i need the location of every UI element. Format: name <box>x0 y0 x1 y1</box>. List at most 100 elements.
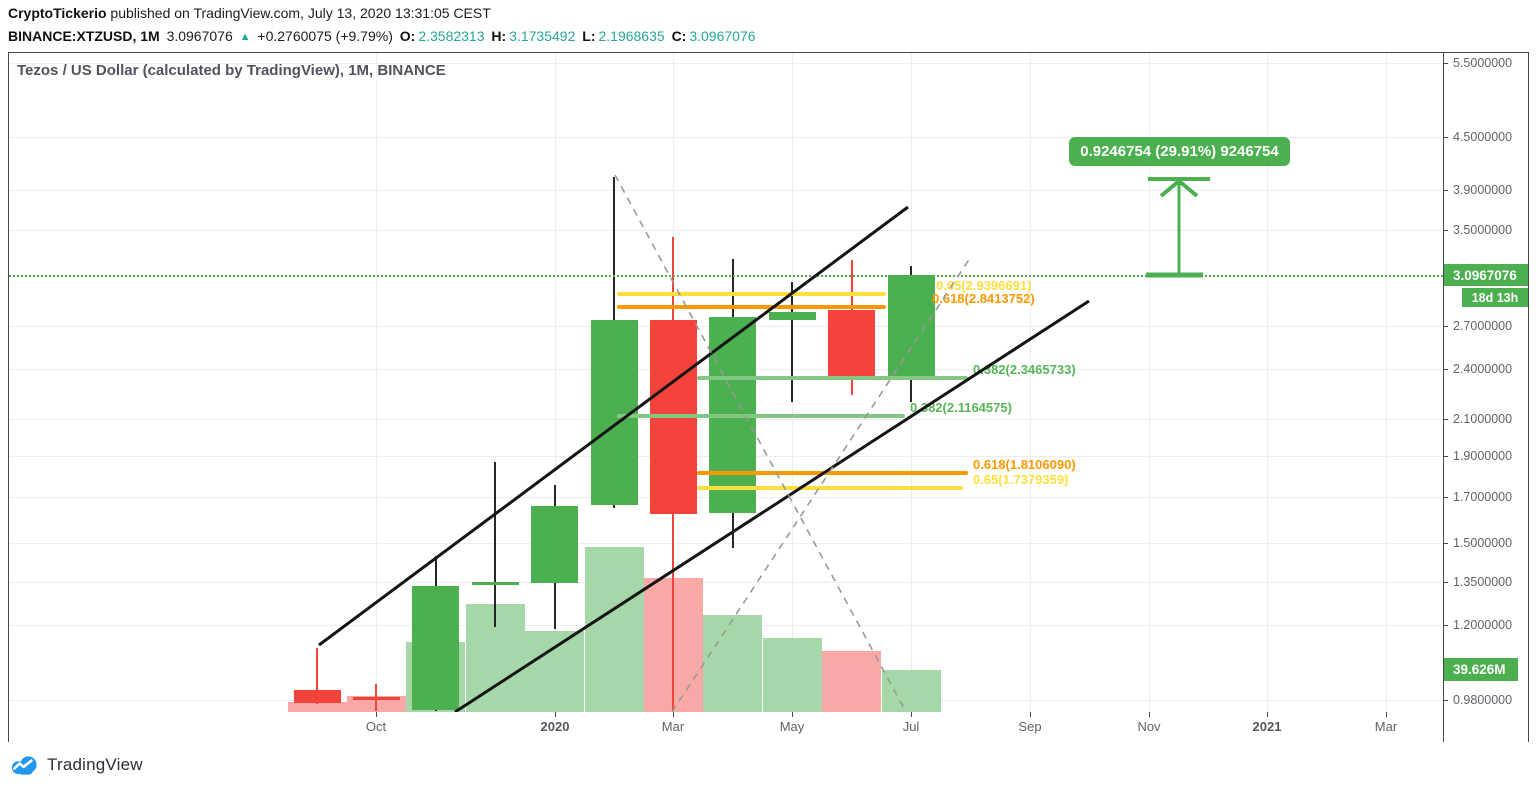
price-tick-dash <box>1443 456 1448 457</box>
price-tick-label: 1.5000000 <box>1453 536 1513 550</box>
up-triangle-icon: ▲ <box>239 31 251 43</box>
volume-bar-apr-2020 <box>703 615 762 712</box>
price-tick-label: 2.7000000 <box>1453 319 1513 333</box>
time-tick-label-mar: Mar <box>661 719 685 734</box>
time-tick-label-oct: Oct <box>365 719 387 734</box>
current-price-badge: 3.0967076 <box>1444 264 1528 286</box>
time-tick-dash <box>555 712 556 717</box>
candle-jan-2020 <box>531 506 578 583</box>
price-tick-label: 3.9000000 <box>1453 183 1513 197</box>
fib-line-0.618(1.8106090)[interactable] <box>697 471 968 475</box>
chart-left-border <box>8 52 9 742</box>
gridline-v <box>1386 53 1387 712</box>
candle-wick <box>791 282 793 402</box>
candle-feb-2020 <box>591 320 638 505</box>
fib-line-0.382(2.3465733)[interactable] <box>697 376 968 380</box>
candle-jun-2020 <box>828 310 875 376</box>
time-tick-label-jul: Jul <box>902 719 920 734</box>
fib-label: 0.618(2.8413752) <box>932 291 1035 306</box>
time-tick-label-mar: Mar <box>1374 719 1398 734</box>
candle-dec-2019 <box>472 582 519 585</box>
time-tick-dash <box>792 712 793 717</box>
price-tick-label: 0.9800000 <box>1453 693 1513 707</box>
time-axis[interactable]: Oct 2020 Mar May Jul Sep Nov 2021 Mar <box>9 712 1443 742</box>
time-tick-label-may: May <box>779 719 805 734</box>
price-axis-separator <box>1443 52 1444 742</box>
time-tick-label-nov: Nov <box>1137 719 1161 734</box>
fib-line-0.65(2.9396691)[interactable] <box>617 292 886 296</box>
time-tick-dash <box>1386 712 1387 717</box>
tradingview-attribution[interactable]: TradingView <box>10 755 143 775</box>
tradingview-cloud-logo-icon <box>10 755 40 775</box>
bar-countdown-badge: 18d 13h <box>1462 288 1528 307</box>
time-tick-dash <box>1267 712 1268 717</box>
price-change: +0.2760075 (+9.79%) <box>257 28 393 44</box>
price-tick-dash <box>1443 419 1448 420</box>
candle-may-2020 <box>769 312 816 320</box>
price-tick-dash <box>1443 582 1448 583</box>
price-tick-dash <box>1443 369 1448 370</box>
gridline-h <box>9 582 1443 583</box>
price-tick-dash <box>1443 497 1448 498</box>
candle-nov-2019 <box>412 586 459 710</box>
fib-line-0.382(2.1164575)[interactable] <box>617 414 905 418</box>
tradingview-brand-text: TradingView <box>47 755 143 774</box>
time-tick-label-sep: Sep <box>1018 719 1042 734</box>
price-tick-dash <box>1443 625 1448 626</box>
chart-legend-title: Tezos / US Dollar (calculated by Trading… <box>17 62 446 79</box>
volume-bar-jul-2020 <box>882 670 941 712</box>
time-tick-dash <box>1149 712 1150 717</box>
fib-label: 0.382(2.3465733) <box>973 362 1076 377</box>
high-value: 3.1735492 <box>509 28 576 44</box>
gridline-h <box>9 230 1443 231</box>
gridline-h <box>9 543 1443 544</box>
time-tick-dash <box>376 712 377 717</box>
price-projection-label[interactable]: 0.9246754 (29.91%) 9246754 <box>1069 137 1290 166</box>
candle-wick <box>316 648 318 704</box>
price-tick-label: 1.9000000 <box>1453 449 1513 463</box>
price-tick-label: 1.3500000 <box>1453 575 1513 589</box>
price-tick-dash <box>1443 700 1448 701</box>
volume-bar-feb-2020 <box>585 547 644 712</box>
projection-arrow-head <box>1159 178 1199 198</box>
fib-label: 0.618(1.8106090) <box>973 457 1076 472</box>
volume-bar-jun-2020 <box>822 651 881 712</box>
symbol-name: BINANCE:XTZUSD, 1M <box>8 28 160 44</box>
publish-info: published on TradingView.com, July 13, 2… <box>106 5 491 21</box>
candle-sep-2019 <box>294 690 341 703</box>
price-tick-label: 5.5000000 <box>1453 56 1513 70</box>
volume-value-badge: 39.626M <box>1444 658 1518 681</box>
price-tick-dash <box>1443 63 1448 64</box>
time-tick-dash <box>1030 712 1031 717</box>
close-value: 3.0967076 <box>689 28 756 44</box>
price-tick-dash <box>1443 326 1448 327</box>
gridline-v <box>1149 53 1150 712</box>
current-price-dotted-line <box>9 275 1443 277</box>
gridline-v <box>376 53 377 712</box>
author-name: CryptoTickerio <box>8 5 107 21</box>
candle-jul-2020 <box>888 275 935 376</box>
gridline-h <box>9 63 1443 64</box>
chart-top-border <box>8 52 1529 53</box>
price-tick-dash <box>1443 543 1448 544</box>
price-tick-label: 3.5000000 <box>1453 223 1513 237</box>
price-tick-dash <box>1443 190 1448 191</box>
candle-oct-2019 <box>353 697 400 700</box>
low-value: 2.1968635 <box>598 28 665 44</box>
chart-plot-area[interactable]: Tezos / US Dollar (calculated by Trading… <box>9 53 1443 712</box>
price-axis[interactable]: 5.5000000 4.5000000 3.9000000 3.5000000 2.70… <box>1443 53 1528 742</box>
time-tick-label-2021: 2021 <box>1252 719 1282 734</box>
close-label: C: <box>671 28 687 44</box>
time-tick-dash <box>911 712 912 717</box>
volume-bar-may-2020 <box>763 638 822 712</box>
volume-bar-jan-2020 <box>525 631 584 712</box>
price-tick-label: 4.5000000 <box>1453 130 1513 144</box>
high-label: H: <box>491 28 507 44</box>
publish-byline: CryptoTickerio published on TradingView.… <box>8 3 491 23</box>
fib-line-0.65(1.7379359)[interactable] <box>697 486 963 490</box>
symbol-status-row: BINANCE:XTZUSD, 1M 3.0967076 ▲ +0.276007… <box>8 26 759 48</box>
time-tick-label-2020: 2020 <box>540 719 570 734</box>
price-tick-label: 2.4000000 <box>1453 362 1513 376</box>
fib-line-0.618(2.8413752)[interactable] <box>617 305 886 309</box>
